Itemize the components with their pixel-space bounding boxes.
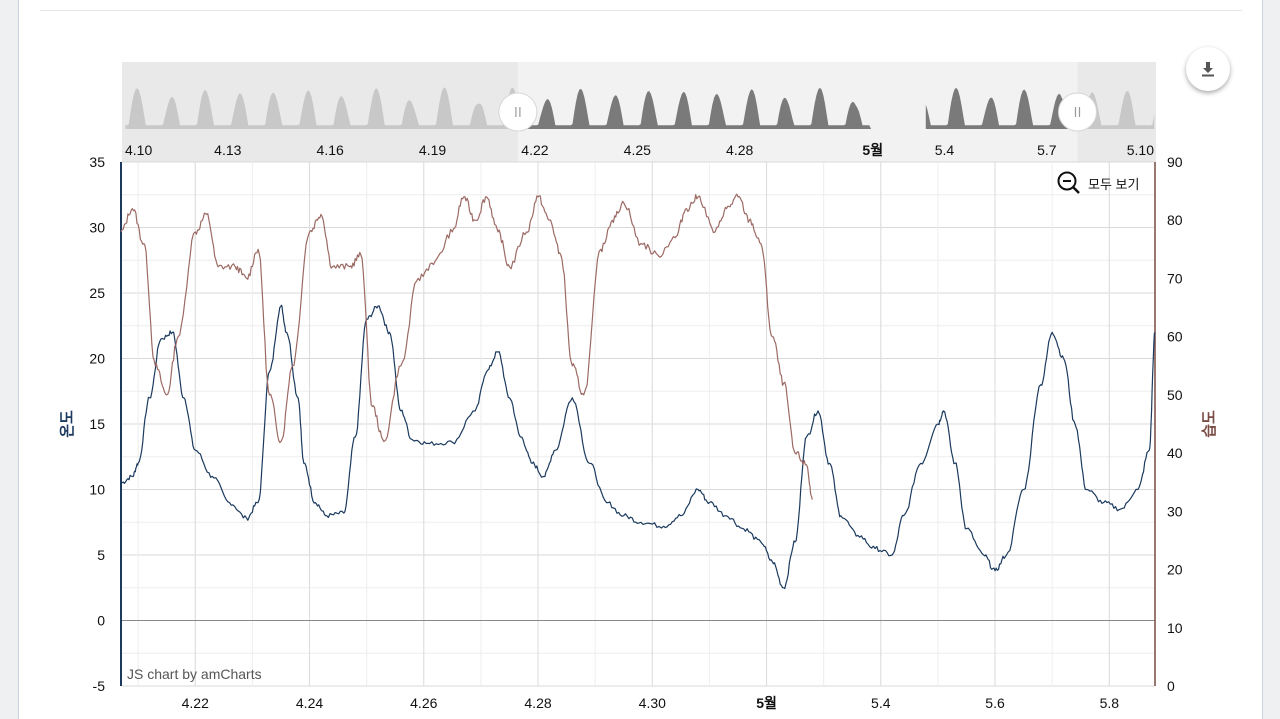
zoom-out-label[interactable]: 모두 보기 (1088, 176, 1140, 192)
right-tick-label: 80 (1167, 212, 1183, 228)
left-tick-label: 0 (97, 613, 105, 629)
left-tick-label: 35 (89, 154, 105, 170)
series-line-temperature (120, 304, 1156, 590)
navigator-tick-label: 5.4 (935, 142, 955, 158)
navigator-tick-label: 4.22 (521, 142, 548, 158)
right-tick-label: 30 (1167, 503, 1183, 519)
x-tick-label: 4.28 (524, 695, 551, 711)
x-tick-label: 4.30 (639, 695, 666, 711)
x-tick-label: 5.8 (1100, 695, 1120, 711)
right-tick-label: 50 (1167, 387, 1183, 403)
zoom-out-button[interactable]: 모두 보기 (1056, 171, 1140, 194)
grip-left-knob[interactable] (498, 92, 538, 132)
navigator-grip-right[interactable] (1058, 92, 1097, 132)
left-axis-ticks: 35 30 25 20 15 10 5 0 -5 (89, 154, 105, 694)
navigator-tick-label: 4.19 (419, 142, 446, 158)
right-tick-label: 60 (1167, 329, 1183, 345)
top-divider (40, 10, 1242, 11)
series-line-humidity (120, 193, 813, 500)
navigator-area-muted (125, 87, 1155, 129)
left-tick-label: 25 (89, 285, 105, 301)
navigator-tick-label: 5.7 (1037, 142, 1057, 158)
navigator-tick-label: 4.10 (125, 142, 152, 158)
left-tick-label: -5 (93, 678, 106, 694)
navigator-grip-left[interactable] (498, 92, 538, 132)
left-tick-label: 5 (97, 547, 105, 563)
right-tick-label: 40 (1167, 445, 1183, 461)
x-tick-label: 4.22 (182, 695, 209, 711)
x-tick-label: 5.4 (871, 695, 891, 711)
chart-credit[interactable]: JS chart by amCharts (127, 666, 262, 682)
grid (121, 161, 1155, 687)
x-tick-label: 4.26 (410, 695, 437, 711)
right-axis-ticks: 90 80 70 60 50 40 30 20 10 0 (1167, 154, 1183, 694)
download-icon (1202, 62, 1214, 77)
series-group (120, 193, 1156, 590)
x-tick-label: 5월 (756, 695, 777, 711)
right-tick-label: 20 (1167, 562, 1183, 578)
right-tick-label: 70 (1167, 270, 1183, 286)
navigator-area-active (517, 87, 1078, 129)
navigator-ticks: 4.10 4.13 4.16 4.19 4.22 4.25 4.28 5월 5.4 5.7 5.10 (125, 142, 1154, 158)
navigator-tick-label: 5.10 (1127, 142, 1154, 158)
right-tick-label: 10 (1167, 620, 1183, 636)
navigator-tick-label: 4.25 (624, 142, 651, 158)
left-tick-label: 10 (89, 482, 105, 498)
navigator-tick-label: 4.28 (726, 142, 753, 158)
navigator-tick-label: 5월 (862, 142, 883, 158)
left-tick-label: 20 (89, 351, 105, 367)
navigator-tick-label: 4.16 (317, 142, 344, 158)
x-tick-label: 4.24 (296, 695, 323, 711)
x-axis-ticks: 4.22 4.24 4.26 4.28 4.30 5월 5.4 5.6 5.8 (182, 695, 1120, 711)
grip-right-knob[interactable] (1058, 92, 1097, 132)
right-tick-label: 90 (1167, 154, 1183, 170)
x-tick-label: 5.6 (985, 695, 1005, 711)
navigator-gap (871, 62, 926, 129)
right-axis-title: 습도 (1201, 410, 1218, 438)
zoom-out-icon (1057, 171, 1080, 194)
navigator[interactable]: 4.10 4.13 4.16 4.19 4.22 4.25 4.28 5월 5.4 5.7 5.10 (122, 62, 1156, 162)
navigator-tick-label: 4.13 (214, 142, 241, 158)
right-tick-label: 0 (1167, 678, 1175, 694)
left-axis-title: 온도 (59, 410, 76, 438)
left-tick-label: 15 (89, 416, 105, 432)
download-button[interactable] (1186, 47, 1230, 91)
left-tick-label: 30 (89, 220, 105, 236)
